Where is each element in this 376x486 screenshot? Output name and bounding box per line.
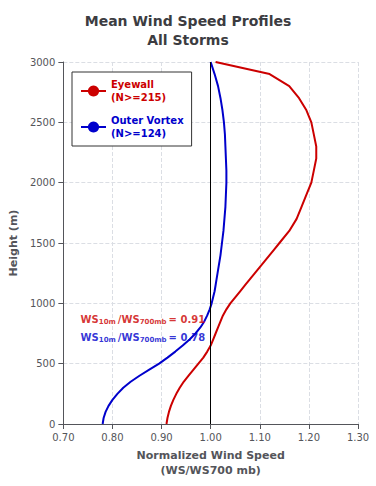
svg-text:All Storms: All Storms [147, 32, 229, 48]
svg-text:Outer Vortex: Outer Vortex [111, 115, 184, 126]
svg-text:Normalized Wind Speed: Normalized Wind Speed [137, 449, 285, 462]
svg-text:1000: 1000 [30, 298, 55, 309]
svg-text:Mean Wind Speed Profiles: Mean Wind Speed Profiles [85, 13, 292, 29]
svg-text:/WS: /WS [118, 314, 140, 325]
svg-text:(N>=215): (N>=215) [111, 92, 166, 103]
svg-text:10m: 10m [99, 336, 116, 344]
svg-text:700mb: 700mb [140, 318, 167, 326]
svg-text:10m: 10m [99, 318, 116, 326]
svg-text:3000: 3000 [30, 57, 55, 68]
svg-text:700mb: 700mb [140, 336, 167, 344]
svg-text:1500: 1500 [30, 238, 55, 249]
svg-text:0.90: 0.90 [150, 432, 172, 443]
svg-text:Eyewall: Eyewall [111, 79, 154, 90]
svg-text:WS: WS [81, 314, 99, 325]
svg-text:(WS/WS700 mb): (WS/WS700 mb) [161, 464, 261, 477]
svg-text:WS: WS [81, 332, 99, 343]
svg-text:500: 500 [36, 358, 55, 369]
svg-text:= 0.78: = 0.78 [169, 332, 206, 343]
svg-text:1.00: 1.00 [200, 432, 222, 443]
svg-text:2000: 2000 [30, 177, 55, 188]
svg-text:2500: 2500 [30, 117, 55, 128]
svg-text:1.10: 1.10 [249, 432, 271, 443]
svg-text:0.80: 0.80 [101, 432, 123, 443]
svg-text:= 0.91: = 0.91 [169, 314, 206, 325]
svg-text:/WS: /WS [118, 332, 140, 343]
svg-text:1.20: 1.20 [298, 432, 320, 443]
svg-text:0.70: 0.70 [52, 432, 74, 443]
svg-text:(N>=124): (N>=124) [111, 128, 166, 139]
svg-text:1.30: 1.30 [347, 432, 369, 443]
svg-text:Height (m): Height (m) [7, 210, 20, 277]
svg-text:0: 0 [49, 419, 55, 430]
